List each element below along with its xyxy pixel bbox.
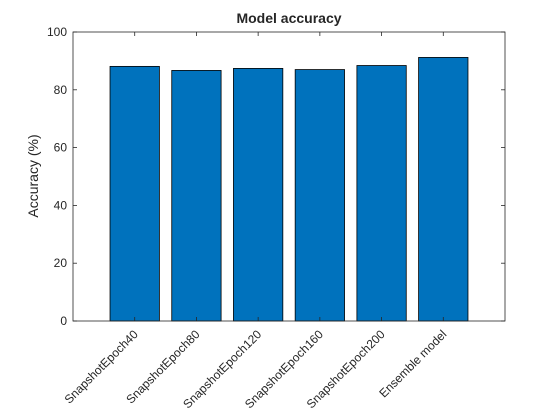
- bar: [171, 70, 222, 322]
- x-tick-label: Ensemble model: [376, 327, 449, 400]
- bar-group: [109, 57, 469, 322]
- axes-box: [72, 31, 506, 322]
- bar: [233, 68, 284, 322]
- y-tick-label: 80: [54, 83, 68, 97]
- y-tick-label: 20: [54, 256, 68, 270]
- y-tick-label: 100: [47, 25, 67, 39]
- bar: [356, 65, 407, 322]
- y-tick-label: 60: [54, 141, 68, 155]
- bar: [294, 69, 345, 322]
- bar: [418, 57, 469, 322]
- chart-title: Model accuracy: [236, 10, 341, 26]
- bar: [109, 65, 160, 322]
- y-tick-label: 40: [54, 198, 68, 212]
- y-axis: 0 20 40 60 80 100: [47, 25, 505, 328]
- y-axis-label: Accuracy (%): [25, 134, 41, 217]
- y-tick-label: 0: [60, 314, 67, 328]
